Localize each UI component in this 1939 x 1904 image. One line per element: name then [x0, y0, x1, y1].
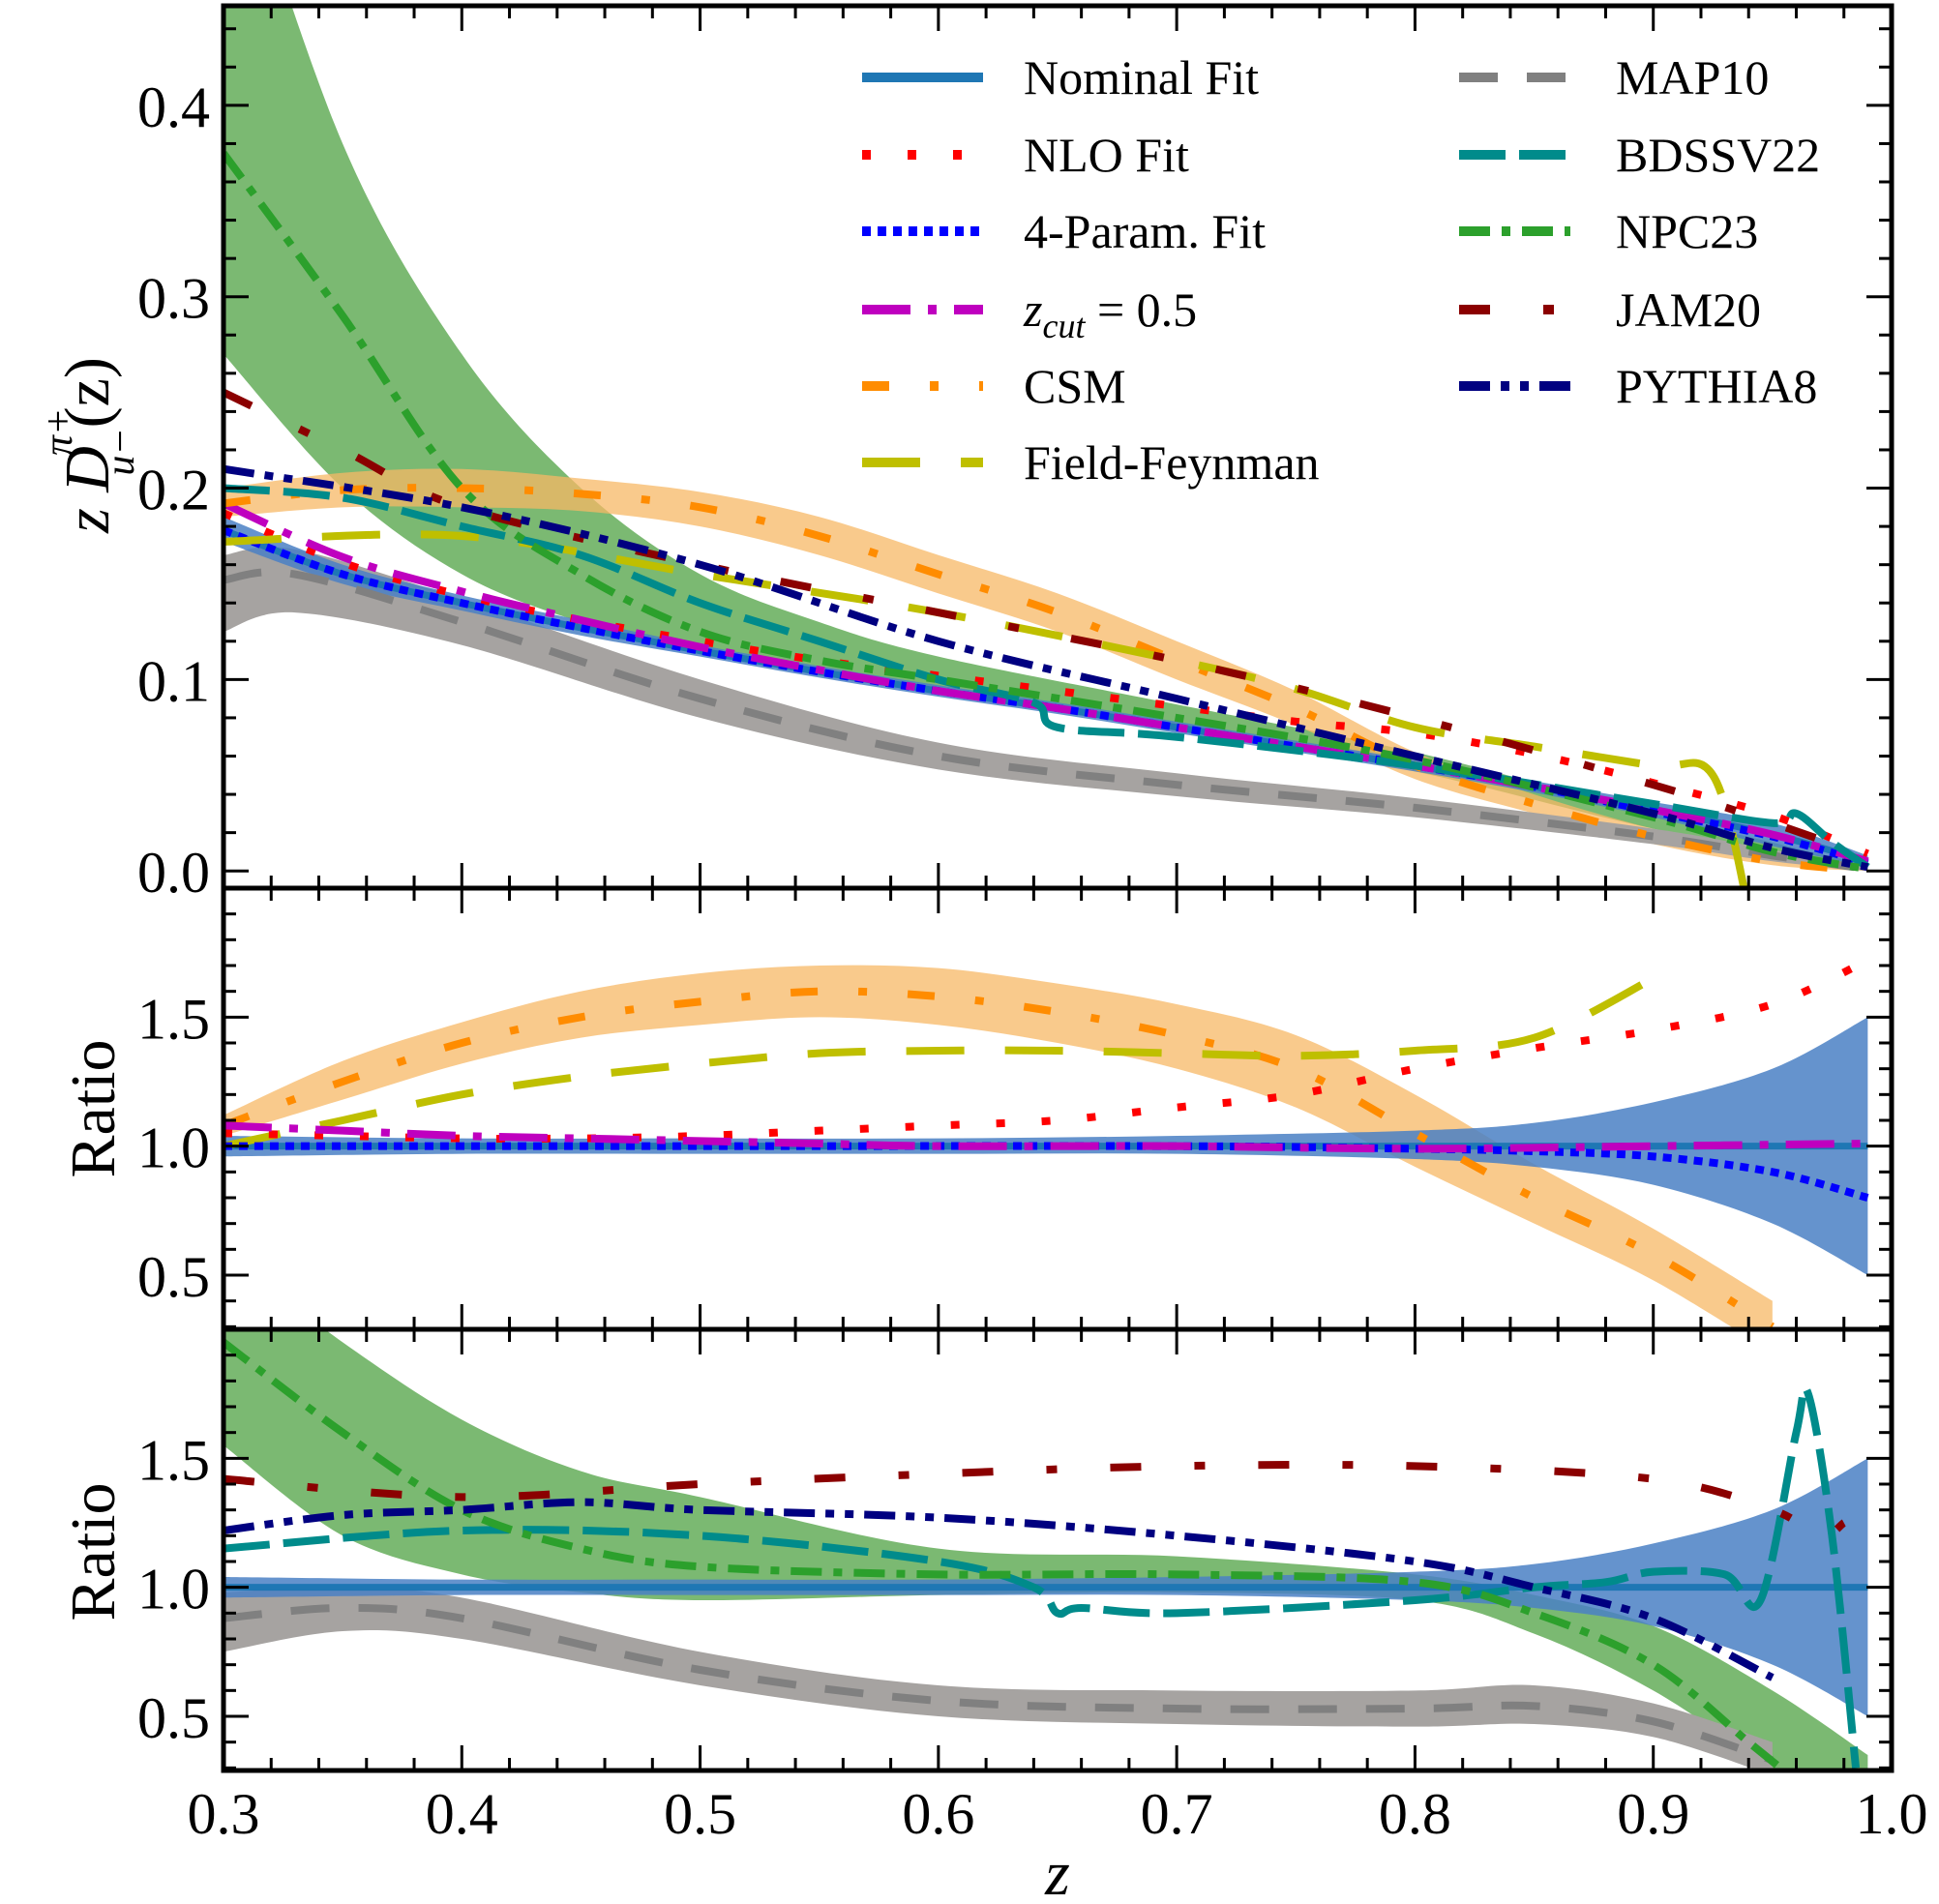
legend-item-pythia8: PYTHIA8	[1459, 359, 1817, 413]
band-npc23	[224, 1329, 1868, 1770]
ylabel-base: z D	[52, 446, 123, 534]
legend-item-npc23: NPC23	[1459, 204, 1758, 258]
legend-item-nlo-fit: NLO Fit	[862, 128, 1189, 182]
line-map10	[224, 568, 1868, 874]
line-4-param-fit	[224, 1142, 1869, 1202]
legend-item-bdssv22: BDSSV22	[1459, 128, 1820, 182]
legend-label: BDSSV22	[1616, 128, 1820, 182]
y-tick-label: 1.5	[137, 987, 210, 1051]
band-npc23	[224, 6, 1868, 872]
x-tick-label: 0.7	[1141, 1782, 1213, 1846]
ylabel-sup: π+	[37, 408, 81, 456]
y-axis-label-middle: Ratio	[58, 1040, 129, 1178]
line-npc23	[224, 1339, 1790, 1770]
line-z-cut-0-5	[224, 499, 1869, 866]
x-tick-label: 0.6	[902, 1782, 974, 1846]
legend-label: MAP10	[1616, 50, 1769, 104]
line-jam20	[224, 1460, 1847, 1540]
legend-label-sub: cut	[1042, 307, 1086, 345]
legend: Nominal Fit NLO Fit 4-Param. Fit zcut = 0.5…	[862, 50, 1820, 490]
y-tick-label: 0.1	[137, 649, 210, 713]
line-z-cut-0-5	[224, 1121, 1868, 1153]
legend-item-csm: CSM	[862, 359, 1126, 413]
y-tick-label: 1.0	[137, 1558, 210, 1621]
line-pythia8	[224, 1498, 1775, 1681]
line-map10	[224, 1603, 1775, 1765]
panel-middle-plot-area	[224, 957, 1870, 1329]
ylabel-arg: (z)	[52, 357, 123, 428]
panel-top-plot-area	[224, 6, 1870, 888]
x-tick-label: 1.0	[1856, 1782, 1928, 1846]
panel-bottom-plot-area	[224, 1329, 1868, 1770]
line-field-feynman	[224, 974, 1656, 1150]
x-axis-label: z	[1044, 1838, 1070, 1904]
y-tick-label: 1.0	[137, 1116, 210, 1180]
y-tick-label: 1.5	[137, 1428, 210, 1492]
y-axis-label-bottom: Ratio	[58, 1483, 129, 1621]
line-nlo-fit	[224, 957, 1870, 1143]
legend-label: CSM	[1024, 359, 1126, 413]
legend-item-field-feynman: Field-Feynman	[862, 435, 1320, 490]
legend-label: JAM20	[1616, 283, 1761, 337]
legend-label-rest: = 0.5	[1085, 283, 1197, 337]
legend-item-nominal-fit: Nominal Fit	[862, 50, 1259, 104]
panel-bottom-frame	[221, 1326, 1894, 1773]
legend-item-z-cut: zcut = 0.5	[862, 283, 1197, 345]
x-tick-label: 0.8	[1379, 1782, 1451, 1846]
line-csm	[224, 987, 1775, 1329]
legend-item-jam20: JAM20	[1459, 283, 1761, 337]
y-tick-label: 0.0	[137, 841, 210, 905]
legend-label: Nominal Fit	[1024, 50, 1259, 104]
x-tick-label: 0.5	[664, 1782, 736, 1846]
legend-label: 4-Param. Fit	[1024, 204, 1266, 258]
y-tick-label: 0.4	[137, 75, 210, 139]
y-tick-label: 0.2	[137, 459, 210, 522]
line-jam20	[224, 389, 1846, 852]
line-bdssv22	[224, 484, 1870, 871]
y-axis-label-top: z Dπ+ u−(z)	[37, 357, 143, 534]
legend-label: NLO Fit	[1024, 128, 1189, 182]
legend-label: PYTHIA8	[1616, 359, 1817, 413]
legend-item-4-param-fit: 4-Param. Fit	[862, 204, 1266, 258]
legend-label-main: z	[1023, 283, 1042, 337]
legend-label: Field-Feynman	[1024, 435, 1320, 490]
x-tick-label: 0.3	[188, 1782, 260, 1846]
y-tick-label: 0.5	[137, 1245, 210, 1309]
legend-item-map10: MAP10	[1459, 50, 1769, 104]
line-bdssv22	[224, 1383, 1861, 1769]
y-tick-label: 0.3	[137, 267, 210, 331]
ylabel-sub: u−	[99, 428, 143, 475]
y-tick-label: 0.5	[137, 1686, 210, 1750]
band-map10	[224, 1587, 1773, 1770]
x-tick-label: 0.9	[1617, 1782, 1689, 1846]
legend-label: zcut = 0.5	[1023, 283, 1197, 345]
legend-label: NPC23	[1616, 204, 1758, 258]
line-nlo-fit	[224, 509, 1869, 858]
x-tick-label: 0.4	[426, 1782, 498, 1846]
